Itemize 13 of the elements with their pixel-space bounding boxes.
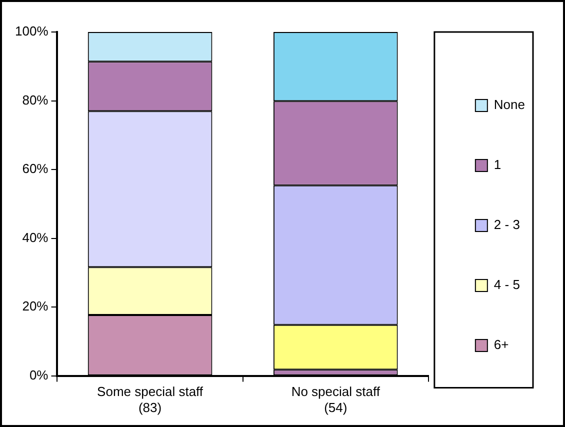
y-tick-label: 40% xyxy=(22,230,49,245)
legend-label: None xyxy=(494,97,525,112)
y-tick-label: 0% xyxy=(29,367,49,382)
legend-label: 1 xyxy=(494,157,502,172)
x-tick-label: Some special staff (83) xyxy=(97,384,204,415)
y-tick-label: 60% xyxy=(22,161,49,176)
y-tick-label: 100% xyxy=(15,24,49,39)
x-tick-label: No special staff (54) xyxy=(291,384,380,415)
y-tick-label: 80% xyxy=(22,92,49,108)
legend-label: 4 - 5 xyxy=(494,277,520,292)
legend-label: 6+ xyxy=(494,337,509,352)
legend-label: 2 - 3 xyxy=(494,217,520,232)
y-tick-label: 20% xyxy=(22,298,49,314)
